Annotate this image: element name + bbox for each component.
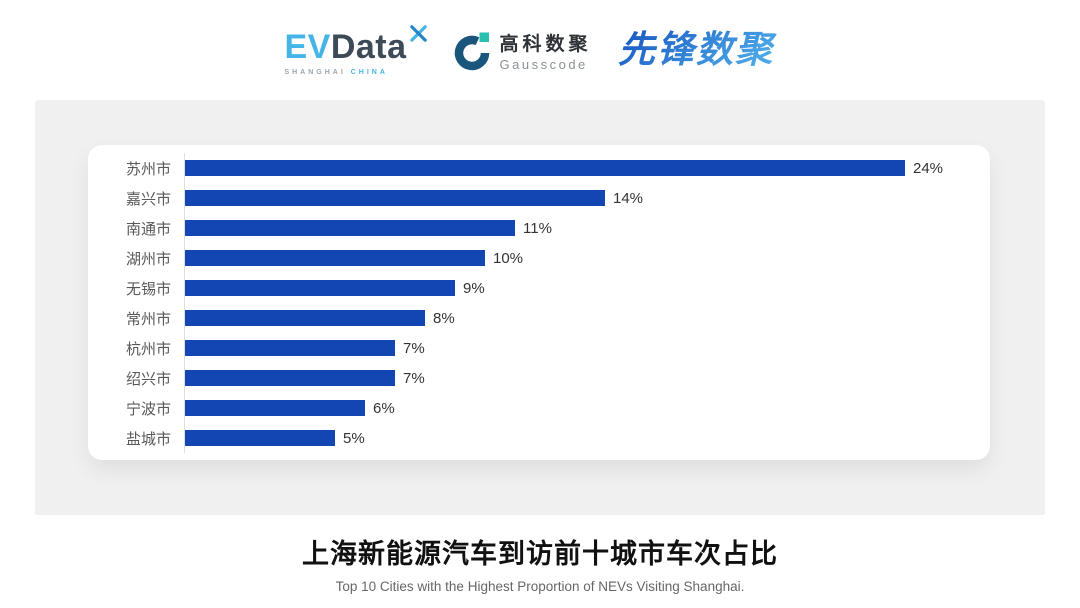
bar <box>185 220 515 236</box>
bar-track: 9% <box>184 273 965 303</box>
bar-track: 10% <box>184 243 965 273</box>
bar <box>185 340 395 356</box>
bar <box>185 250 485 266</box>
value-label: 7% <box>403 339 425 357</box>
bar <box>185 310 425 326</box>
category-label: 杭州市 <box>125 340 171 358</box>
chart-row: 无锡市 9% <box>108 273 965 303</box>
category-label: 绍兴市 <box>125 370 171 388</box>
chart-row: 杭州市 7% <box>108 333 965 363</box>
value-label: 7% <box>403 369 425 387</box>
chart-row: 绍兴市 7% <box>108 363 965 393</box>
value-label: 8% <box>433 309 455 327</box>
bar-track: 7% <box>184 333 965 363</box>
bar <box>185 190 605 206</box>
gausscode-wordmark: 高科数聚 Gausscode <box>500 35 592 71</box>
chart-row: 盐城市 5% <box>108 423 965 453</box>
evdata-x-icon <box>409 24 428 47</box>
bar <box>185 280 455 296</box>
value-label: 5% <box>343 429 365 447</box>
evdata-logo: EV Data SHANGHAI CHINA <box>284 25 427 76</box>
gausscode-g-icon <box>452 31 492 76</box>
evdata-wordmark: EV Data <box>284 25 427 66</box>
pioneer-logo: 先锋数聚 <box>616 26 796 77</box>
evdata-subtext: SHANGHAI CHINA <box>284 69 427 76</box>
gausscode-cn-text: 高科数聚 <box>499 34 592 55</box>
bar-track: 5% <box>184 423 965 453</box>
footer: 上海新能源汽车到访前十城市车次占比 Top 10 Cities with the… <box>0 532 1080 594</box>
bar-track: 24% <box>184 153 965 183</box>
evdata-data-text: Data <box>330 28 407 66</box>
pioneer-logo-text: 先锋数聚 <box>618 29 777 70</box>
value-label: 6% <box>373 399 395 417</box>
category-label: 苏州市 <box>125 160 171 178</box>
evdata-ev-text: EV <box>284 28 331 66</box>
category-label: 南通市 <box>125 220 171 238</box>
bar-track: 6% <box>184 393 965 423</box>
category-label: 宁波市 <box>125 400 171 418</box>
chart-title: 上海新能源汽车到访前十城市车次占比 <box>302 539 778 569</box>
evdata-shanghai-text: SHANGHAI <box>284 69 346 76</box>
chart-rows: 苏州市 24% 嘉兴市 14% 南通市 11% 湖州市 10% 无锡市 9% 常州市 8% 杭州市 7% 绍… <box>108 153 965 453</box>
value-label: 24% <box>913 159 944 177</box>
bar-track: 7% <box>184 363 965 393</box>
evdata-china-text: CHINA <box>350 69 388 76</box>
value-label: 9% <box>462 279 485 297</box>
bar-track: 14% <box>184 183 965 213</box>
category-label: 嘉兴市 <box>125 190 171 208</box>
bar <box>185 400 365 416</box>
category-label: 湖州市 <box>125 250 171 268</box>
bar-track: 11% <box>184 213 965 243</box>
chart-row: 宁波市 6% <box>108 393 965 423</box>
value-label: 10% <box>493 249 524 267</box>
chart-row: 南通市 11% <box>108 213 965 243</box>
chart-row: 常州市 8% <box>108 303 965 333</box>
bar <box>185 370 395 386</box>
category-label: 无锡市 <box>125 280 171 298</box>
chart-row: 苏州市 24% <box>108 153 965 183</box>
gausscode-en-text: Gausscode <box>499 57 588 72</box>
gausscode-logo: 高科数聚 Gausscode <box>452 31 592 76</box>
chart-row: 湖州市 10% <box>108 243 965 273</box>
bar <box>185 430 335 446</box>
value-label: 14% <box>613 189 644 207</box>
value-label: 11% <box>523 219 552 237</box>
header: EV Data SHANGHAI CHINA 高科数聚 Gausscode <box>0 0 1080 100</box>
chart-row: 嘉兴市 14% <box>108 183 965 213</box>
bar <box>185 160 905 176</box>
chart-panel: 苏州市 24% 嘉兴市 14% 南通市 11% 湖州市 10% 无锡市 9% 常州市 8% 杭州市 7% 绍… <box>35 100 1045 515</box>
chart-subtitle: Top 10 Cities with the Highest Proportio… <box>335 579 745 594</box>
chart-card: 苏州市 24% 嘉兴市 14% 南通市 11% 湖州市 10% 无锡市 9% 常州市 8% 杭州市 7% 绍… <box>88 145 990 460</box>
category-label: 盐城市 <box>125 430 171 448</box>
category-label: 常州市 <box>125 310 171 328</box>
bar-track: 8% <box>184 303 965 333</box>
